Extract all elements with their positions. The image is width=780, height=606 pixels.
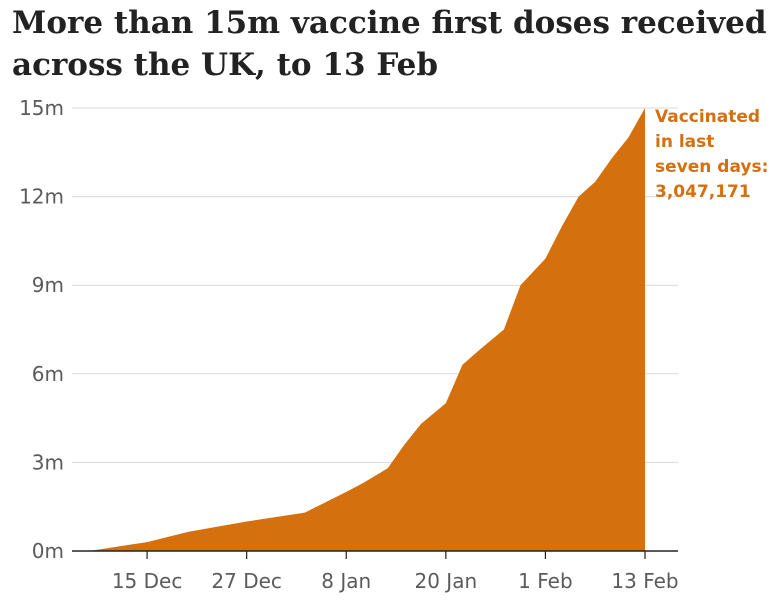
y-tick-label: 9m	[32, 273, 64, 297]
chart-title: More than 15m vaccine first doses receiv…	[12, 5, 767, 83]
y-tick-label: 6m	[32, 362, 64, 386]
x-tick-label: 13 Feb	[611, 569, 678, 593]
vaccination-area	[89, 108, 645, 551]
annotation: Vaccinated in last seven days: 3,047,171	[655, 107, 774, 202]
y-axis: 0m 3m 6m 9m 12m 15m	[19, 96, 64, 563]
y-tick-label: 3m	[32, 450, 64, 474]
x-tick-label: 1 Feb	[518, 569, 573, 593]
x-tick-label: 20 Jan	[415, 569, 478, 593]
x-tick-label: 15 Dec	[112, 569, 183, 593]
y-tick-label: 15m	[19, 96, 64, 120]
x-tick-label: 27 Dec	[211, 569, 282, 593]
annotation-line-2: in last	[655, 132, 714, 152]
x-axis: 15 Dec 27 Dec 8 Jan 20 Jan 1 Feb 13 Feb	[112, 551, 679, 593]
annotation-line-3: seven days:	[655, 157, 768, 177]
y-tick-label: 0m	[32, 539, 64, 563]
y-tick-label: 12m	[19, 185, 64, 209]
x-tick-label: 8 Jan	[321, 569, 371, 593]
annotation-line-1: Vaccinated	[655, 107, 760, 127]
annotation-line-4: 3,047,171	[655, 182, 751, 202]
